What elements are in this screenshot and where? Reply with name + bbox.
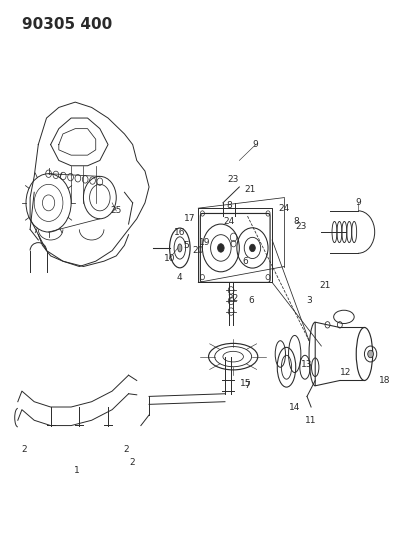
Text: 8: 8 <box>294 217 299 226</box>
Text: 12: 12 <box>340 368 351 377</box>
Text: 5: 5 <box>183 241 189 250</box>
Text: 19: 19 <box>199 238 210 247</box>
Circle shape <box>368 350 373 358</box>
Text: 1: 1 <box>74 466 80 475</box>
Text: 13: 13 <box>301 360 313 369</box>
Text: 23: 23 <box>295 222 306 231</box>
Text: 2: 2 <box>124 445 129 454</box>
Text: 10: 10 <box>164 254 176 263</box>
Text: 9: 9 <box>356 198 361 207</box>
Text: 17: 17 <box>184 214 196 223</box>
Text: 22: 22 <box>228 294 239 303</box>
Text: 2: 2 <box>130 458 135 467</box>
Text: 15: 15 <box>240 378 251 387</box>
Text: 21: 21 <box>244 185 255 194</box>
Text: 3: 3 <box>306 296 312 305</box>
Text: 21: 21 <box>320 280 331 289</box>
Text: 24: 24 <box>223 217 235 226</box>
Circle shape <box>249 244 255 252</box>
Circle shape <box>218 244 224 252</box>
Text: 14: 14 <box>289 402 300 411</box>
Text: 11: 11 <box>305 416 317 425</box>
Text: 16: 16 <box>174 228 185 237</box>
Text: 6: 6 <box>249 296 254 305</box>
Text: 90305 400: 90305 400 <box>22 17 112 33</box>
Text: 4: 4 <box>177 272 183 281</box>
Text: 7: 7 <box>244 381 250 390</box>
Ellipse shape <box>178 244 182 252</box>
Text: 9: 9 <box>253 140 259 149</box>
Text: 8: 8 <box>226 201 232 210</box>
Text: 6: 6 <box>242 257 248 265</box>
Text: 20: 20 <box>192 246 204 255</box>
Text: 23: 23 <box>228 174 239 183</box>
Text: 25: 25 <box>111 206 122 215</box>
Text: 2: 2 <box>21 445 27 454</box>
Text: 18: 18 <box>379 376 391 385</box>
Text: 24: 24 <box>279 204 290 213</box>
